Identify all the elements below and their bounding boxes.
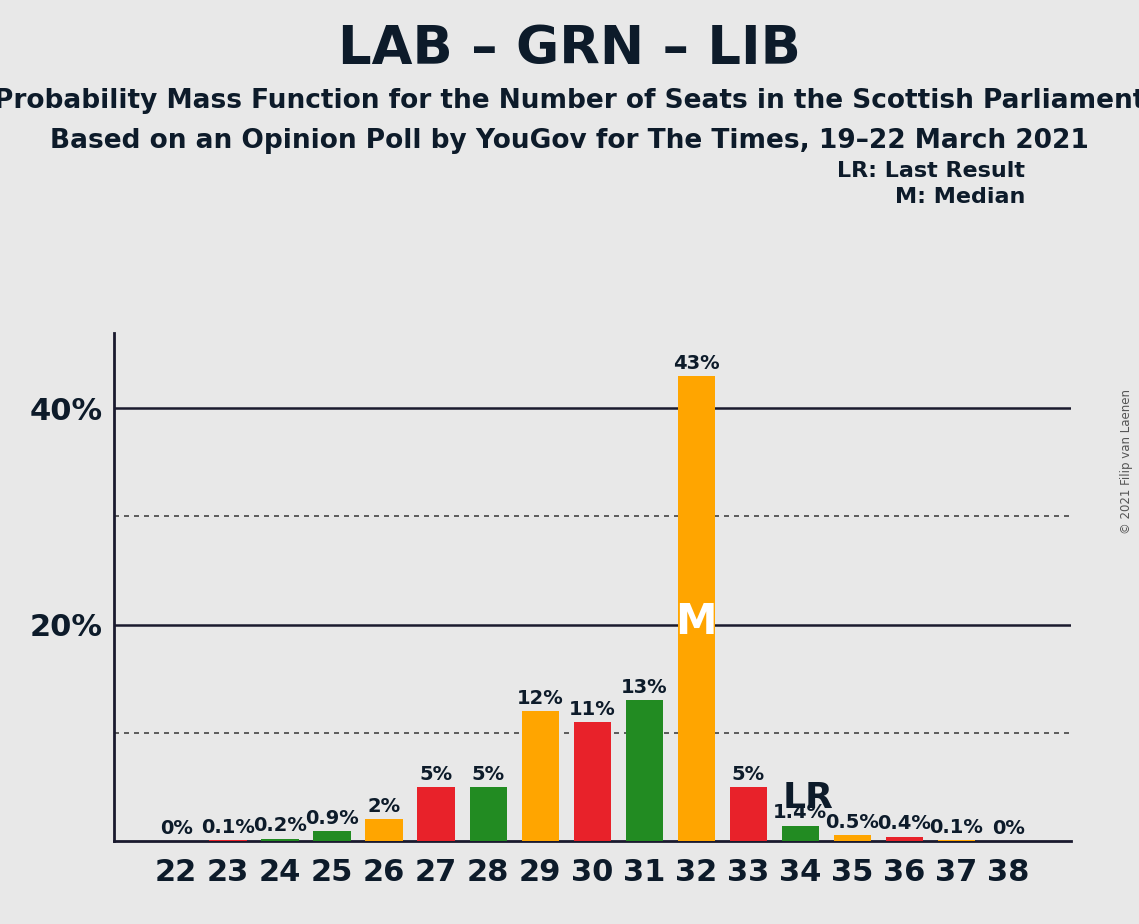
Text: 5%: 5% (472, 764, 505, 784)
Text: LAB – GRN – LIB: LAB – GRN – LIB (338, 23, 801, 75)
Text: LR: Last Result: LR: Last Result (837, 161, 1025, 181)
Text: 2%: 2% (368, 797, 401, 816)
Text: Based on an Opinion Poll by YouGov for The Times, 19–22 March 2021: Based on an Opinion Poll by YouGov for T… (50, 128, 1089, 153)
Bar (366, 820, 403, 841)
Text: 0.9%: 0.9% (305, 808, 359, 828)
Bar (210, 840, 247, 841)
Bar (522, 711, 559, 841)
Text: LR: LR (782, 781, 833, 815)
Bar (574, 722, 611, 841)
Text: 0%: 0% (992, 819, 1025, 837)
Text: 5%: 5% (419, 764, 453, 784)
Bar (781, 826, 819, 841)
Text: 0.1%: 0.1% (929, 818, 983, 836)
Bar (678, 376, 715, 841)
Text: 0.1%: 0.1% (202, 818, 255, 836)
Bar (886, 836, 923, 841)
Text: 43%: 43% (673, 354, 720, 372)
Text: M: M (675, 602, 718, 643)
Text: 12%: 12% (517, 689, 564, 708)
Text: 11%: 11% (568, 699, 616, 719)
Text: M: Median: M: Median (895, 187, 1025, 207)
Text: 1.4%: 1.4% (773, 804, 827, 822)
Bar (262, 839, 298, 841)
Text: Probability Mass Function for the Number of Seats in the Scottish Parliament: Probability Mass Function for the Number… (0, 88, 1139, 114)
Text: 0.2%: 0.2% (253, 817, 308, 835)
Bar (625, 700, 663, 841)
Text: 0.4%: 0.4% (877, 814, 932, 833)
Bar (469, 786, 507, 841)
Bar (937, 840, 975, 841)
Bar (730, 786, 767, 841)
Bar (418, 786, 454, 841)
Text: 0%: 0% (159, 819, 192, 837)
Text: 5%: 5% (731, 764, 765, 784)
Text: © 2021 Filip van Laenen: © 2021 Filip van Laenen (1121, 390, 1133, 534)
Bar (313, 831, 351, 841)
Text: 0.5%: 0.5% (826, 813, 879, 833)
Text: 13%: 13% (621, 678, 667, 697)
Bar (834, 835, 871, 841)
